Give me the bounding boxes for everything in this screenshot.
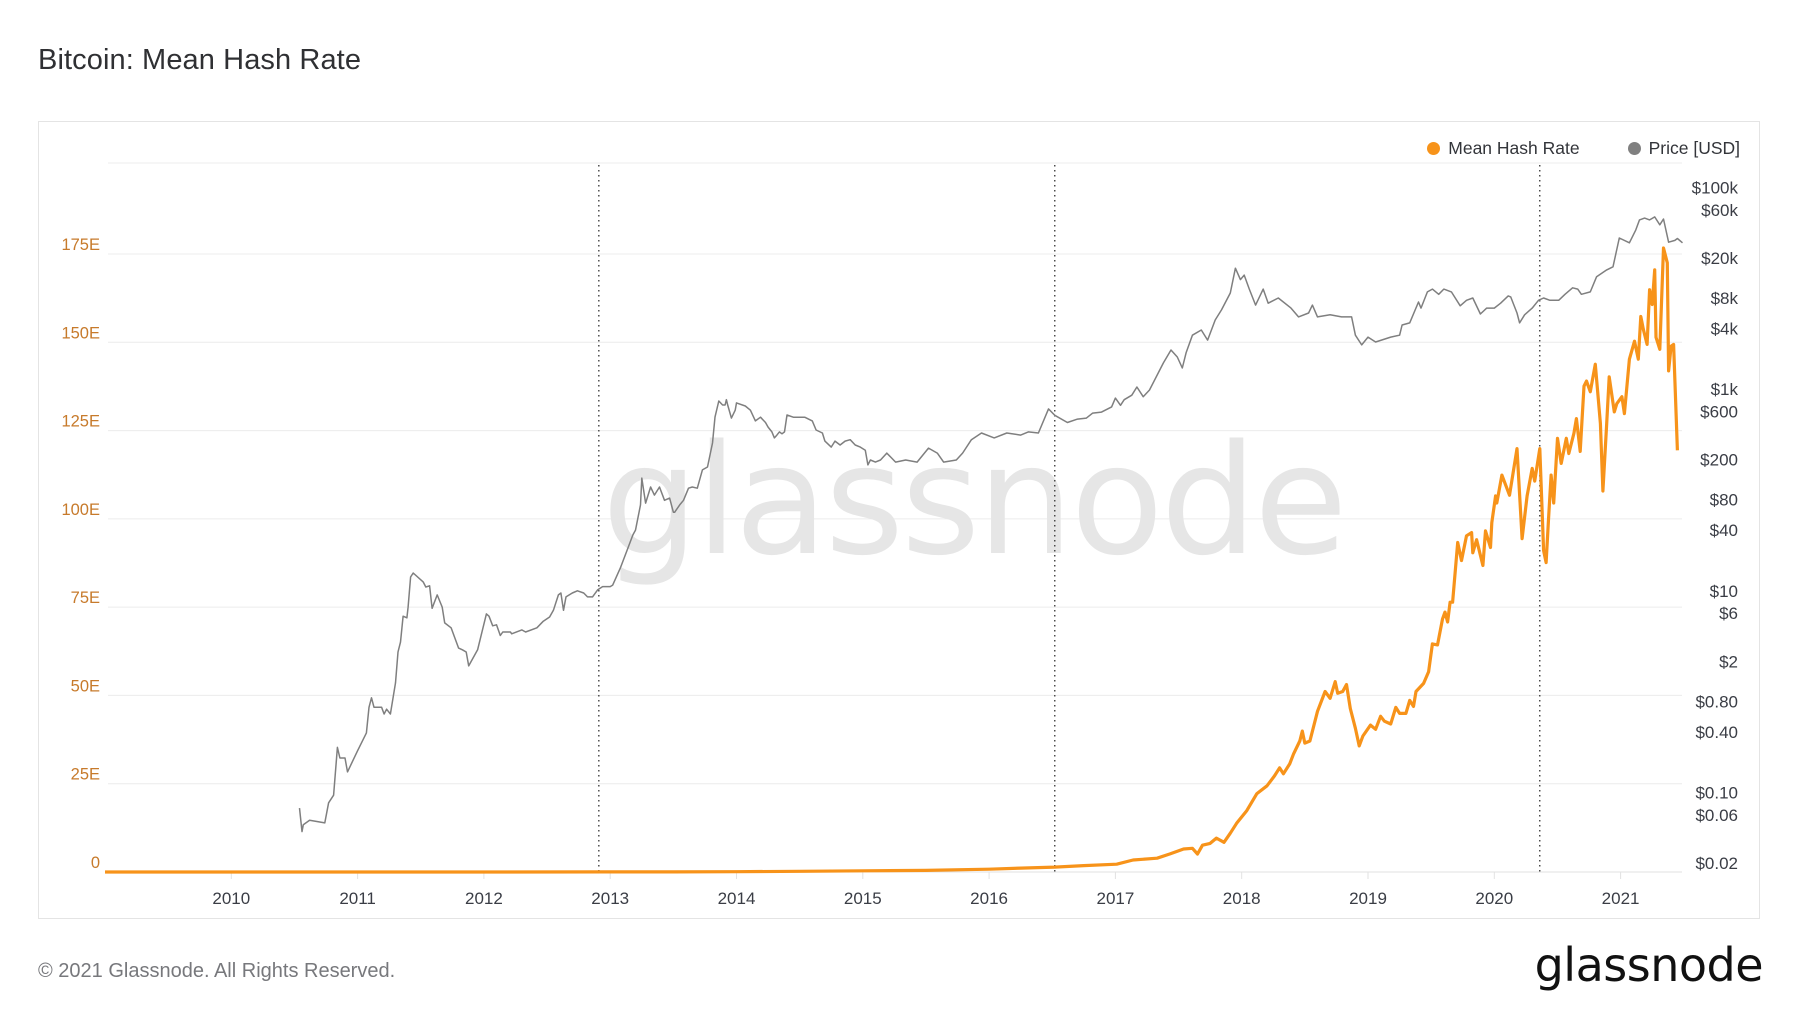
x-axis-tick-label: 2021 <box>1602 889 1640 908</box>
right-axis-tick-label: $0.40 <box>1695 723 1738 742</box>
right-axis-tick-label: $6 <box>1719 604 1738 623</box>
left-axis-tick-label: 50E <box>71 677 100 695</box>
right-axis-tick-label: $4k <box>1711 319 1739 338</box>
hash-rate-series-line[interactable] <box>105 246 1679 874</box>
x-axis-tick-label: 2013 <box>591 889 629 908</box>
legend-label: Price [USD] <box>1648 138 1740 158</box>
right-axis-tick-label: $80 <box>1710 491 1738 510</box>
chart-legend: Mean Hash Rate Price [USD] <box>1427 138 1740 159</box>
x-axis-tick-label: 2014 <box>718 889 756 908</box>
copyright-text: © 2021 Glassnode. All Rights Reserved. <box>38 960 396 982</box>
left-axis-tick-label: 0 <box>91 854 100 872</box>
right-axis-tick-label: $0.10 <box>1695 784 1738 803</box>
left-axis-tick-label: 125E <box>61 413 100 431</box>
x-axis-tick-label: 2012 <box>465 889 503 908</box>
glassnode-logo[interactable]: glassnode <box>1534 938 1764 992</box>
legend-item-hash-rate[interactable]: Mean Hash Rate <box>1427 138 1580 159</box>
right-axis-tick-label: $0.02 <box>1695 854 1738 873</box>
x-axis-tick-label: 2019 <box>1349 889 1387 908</box>
left-axis-tick-label: 175E <box>61 236 100 254</box>
x-axis-tick-label: 2010 <box>212 889 250 908</box>
x-axis: 2010 2011 2012 2013 2014 2015 2016 2017 2018 2019… <box>212 872 1640 908</box>
right-axis-tick-label: $600 <box>1700 402 1738 421</box>
x-axis-tick-label: 2020 <box>1475 889 1513 908</box>
x-axis-tick-label: 2011 <box>339 889 376 908</box>
right-axis-tick-label: $10 <box>1710 582 1738 601</box>
left-axis-tick-label: 150E <box>61 324 100 342</box>
right-axis-tick-label: $200 <box>1700 451 1738 470</box>
orange-dot-icon <box>1427 142 1441 155</box>
right-axis-tick-label: $0.80 <box>1695 692 1738 711</box>
gridlines <box>108 162 1682 873</box>
price-series-line[interactable] <box>298 216 1683 833</box>
legend-label: Mean Hash Rate <box>1448 138 1580 158</box>
right-axis-tick-label: $100k <box>1692 178 1739 197</box>
legend-item-price[interactable]: Price [USD] <box>1627 138 1740 159</box>
left-axis-tick-label: 25E <box>71 766 100 784</box>
right-axis-tick-label: $20k <box>1701 249 1738 268</box>
right-axis-tick-label: $40 <box>1710 521 1738 540</box>
x-axis-tick-label: 2018 <box>1223 889 1261 908</box>
chart-title: Bitcoin: Mean Hash Rate <box>38 44 362 76</box>
right-axis-tick-label: $60k <box>1701 201 1738 220</box>
right-axis-tick-label: $0.06 <box>1695 806 1738 825</box>
x-axis-tick-label: 2017 <box>1096 889 1134 908</box>
right-axis-tick-label: $1k <box>1711 380 1739 399</box>
grey-dot-icon <box>1627 142 1641 155</box>
watermark-text: glassnode <box>602 412 1345 589</box>
x-axis-tick-label: 2015 <box>844 889 882 908</box>
right-axis-tick-label: $8k <box>1711 289 1739 308</box>
left-axis-tick-label: 100E <box>61 501 100 519</box>
left-axis-tick-label: 75E <box>71 589 100 607</box>
right-axis-tick-label: $2 <box>1719 652 1738 671</box>
x-axis-tick-label: 2016 <box>970 889 1008 908</box>
right-y-axis: $0.02 $0.06 $0.10 $0.40 $0.80 $2 $6 $10 $40 $80 $2… <box>1692 178 1739 873</box>
left-y-axis: 0 25E 50E 75E 100E 125E 150E 175E <box>61 236 100 872</box>
